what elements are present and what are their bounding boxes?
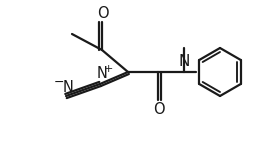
Text: N: N [62, 79, 74, 95]
Text: N: N [178, 55, 190, 69]
Text: N: N [97, 67, 107, 81]
Text: +: + [103, 64, 113, 74]
Text: −: − [54, 76, 64, 88]
Text: O: O [153, 102, 165, 116]
Text: O: O [97, 5, 109, 21]
